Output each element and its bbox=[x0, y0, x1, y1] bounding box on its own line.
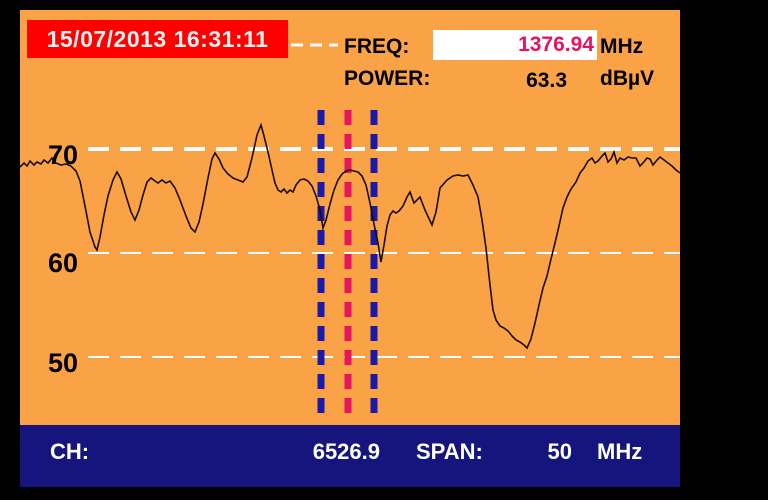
power-label: POWER: bbox=[344, 67, 431, 90]
datetime-badge: 15/07/2013 16:31:11 bbox=[27, 20, 288, 58]
spectrum-svg bbox=[20, 43, 680, 413]
y-axis-label-50: 50 bbox=[47, 348, 78, 378]
power-unit: dBµV bbox=[600, 67, 655, 90]
span-unit: MHz bbox=[597, 439, 643, 464]
channel-label: CH: bbox=[50, 439, 90, 464]
span-value: 50 bbox=[547, 439, 572, 464]
freq-unit: MHz bbox=[600, 35, 644, 58]
spectrum-display: 15/07/2013 16:31:11 FREQ: 1376.94 MHz PO… bbox=[20, 10, 680, 425]
status-bar: CH: 6526.9 SPAN: 50 MHz bbox=[20, 425, 680, 487]
spectrum-trace bbox=[20, 122, 680, 350]
freq-label: FREQ: bbox=[344, 35, 410, 58]
freq-value-box: 1376.94 bbox=[433, 30, 597, 60]
channel-value: 6526.9 bbox=[312, 439, 380, 464]
power-value: 63.3 bbox=[526, 69, 567, 92]
y-axis-label-70: 70 bbox=[47, 140, 78, 170]
span-label: SPAN: bbox=[416, 439, 483, 464]
y-axis-label-60: 60 bbox=[47, 248, 78, 278]
